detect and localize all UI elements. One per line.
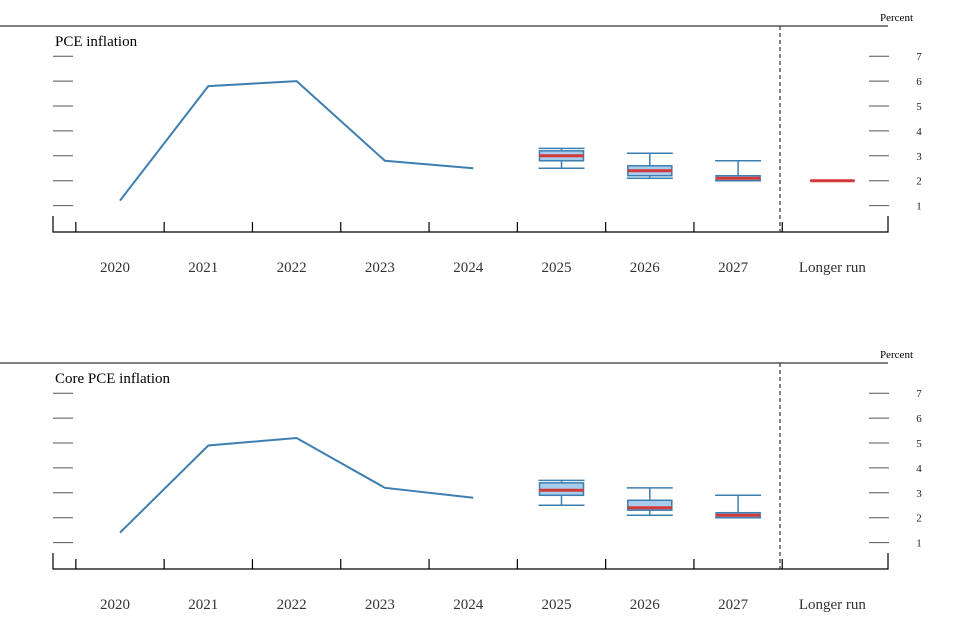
x-axis-line [53,216,888,232]
unit-label: Percent [880,12,913,24]
projection-2026 [627,488,673,515]
y-tick-label-1: 1 [916,538,922,550]
x-tick-label-2027: 2027 [718,597,749,613]
projection-2027 [715,495,761,517]
y-tick-label-3: 3 [916,151,922,163]
pce-inflation-chart-svg: Percent PCE inflation 1 2 3 4 5 6 7 2020 2021 2022 2… [0,0,960,300]
x-tick-label-longer-run: Longer run [799,260,867,276]
core-pce-inflation-chart: Percent Core PCE inflation 1 2 3 4 5 6 7 2020 2021… [0,337,960,637]
y-tick-label-7: 7 [916,51,922,63]
unit-label: Percent [880,349,913,361]
x-tick-label-2024: 2024 [453,260,484,276]
chart-title: Core PCE inflation [55,371,170,387]
x-tick-label-2021: 2021 [188,260,218,276]
history-line [120,81,473,201]
x-tick-label-2026: 2026 [630,597,661,613]
x-tick-label-2021: 2021 [188,597,218,613]
x-tick-label-2023: 2023 [365,260,395,276]
y-tick-label-6: 6 [916,413,922,425]
history-line [120,438,473,533]
y-tick-label-1: 1 [916,201,922,213]
x-tick-label-2020: 2020 [100,260,130,276]
x-tick-label-2025: 2025 [542,597,572,613]
pce-inflation-chart: Percent PCE inflation 1 2 3 4 5 6 7 2020 2021 2022 2… [0,0,960,300]
projection-2025 [539,148,585,168]
y-tick-label-5: 5 [916,101,922,113]
y-tick-label-6: 6 [916,76,922,88]
y-tick-label-4: 4 [916,126,922,138]
x-tick-label-2027: 2027 [718,260,749,276]
y-tick-label-2: 2 [916,513,922,525]
x-tick-label-2026: 2026 [630,260,661,276]
core-pce-inflation-chart-svg: Percent Core PCE inflation 1 2 3 4 5 6 7 2020 2021… [0,337,960,627]
y-tick-label-5: 5 [916,438,922,450]
x-tick-label-2022: 2022 [277,597,307,613]
projection-2026 [627,153,673,178]
x-tick-label-2024: 2024 [453,597,484,613]
x-tick-label-longer-run: Longer run [799,597,867,613]
y-tick-label-7: 7 [916,388,922,400]
chart-title: PCE inflation [55,34,138,50]
projection-2025 [539,480,585,505]
y-tick-label-4: 4 [916,463,922,475]
x-tick-label-2022: 2022 [277,260,307,276]
x-axis-line [53,553,888,569]
y-tick-label-3: 3 [916,488,922,500]
projection-2027 [715,161,761,181]
y-tick-label-2: 2 [916,176,922,188]
x-tick-label-2023: 2023 [365,597,395,613]
x-tick-label-2020: 2020 [100,597,130,613]
x-tick-label-2025: 2025 [542,260,572,276]
